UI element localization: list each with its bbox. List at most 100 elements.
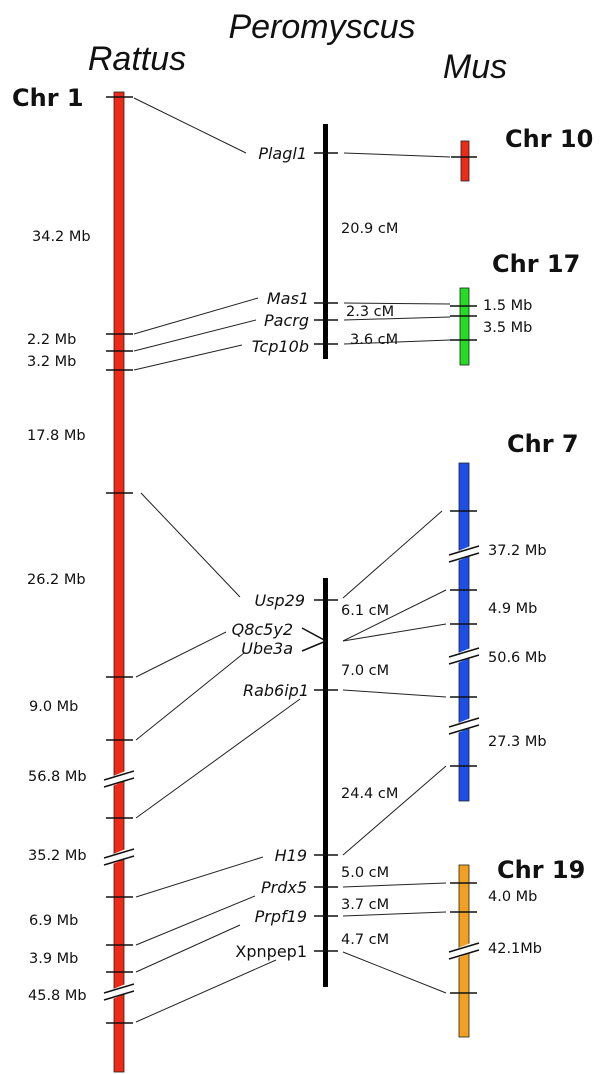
rat-interval: 3.2 Mb xyxy=(27,354,76,370)
mus-interval: 1.5 Mb xyxy=(483,298,532,314)
link-line xyxy=(135,856,264,898)
link-line xyxy=(342,951,447,994)
rat-interval: 56.8 Mb xyxy=(28,769,87,785)
link-line xyxy=(342,623,447,642)
species-mus: Mus xyxy=(443,48,507,86)
chr-label-mus-7: Chr 7 xyxy=(507,430,579,458)
chr-label-rat-1: Chr 1 xyxy=(12,84,84,112)
chr-label-mus-17: Chr 17 xyxy=(492,250,580,278)
rat-break-2 xyxy=(103,848,135,866)
link-line xyxy=(133,344,243,371)
link-line xyxy=(342,882,447,888)
link-line xyxy=(135,959,277,1023)
link-line xyxy=(343,316,451,321)
rat-breaks xyxy=(103,770,135,1001)
mus-chr10-bar xyxy=(460,140,470,182)
gene-ube3a: Ube3a xyxy=(241,639,293,658)
gene-tcp10b: Tcp10b xyxy=(252,337,309,356)
peromyscus-intervals: 20.9 cM 2.3 cM 3.6 cM 6.1 cM 7.0 cM 24.4… xyxy=(341,221,398,948)
species-peromyscus: Peromyscus xyxy=(228,8,415,46)
gene-pacrg: Pacrg xyxy=(264,311,309,330)
gene-q8c5y2: Q8c5y2 xyxy=(232,620,293,639)
cm-interval: 6.1 cM xyxy=(341,603,389,619)
cm-interval: 7.0 cM xyxy=(341,663,389,679)
link-line xyxy=(135,698,301,819)
mus-interval: 3.5 Mb xyxy=(483,320,532,336)
chr-label-mus-19: Chr 19 xyxy=(497,856,585,884)
link-line xyxy=(342,589,447,642)
peromyscus-upper-genes: Plagl1 Mas1 Pacrg Tcp10b xyxy=(252,144,309,356)
rat-interval: 6.9 Mb xyxy=(29,913,78,929)
peromyscus-tick-ube3a xyxy=(301,640,327,652)
mus-interval: 42.1Mb xyxy=(488,941,542,957)
cm-interval: 3.6 cM xyxy=(350,332,398,348)
rat-break-1 xyxy=(103,770,135,788)
mus-breaks xyxy=(448,545,480,960)
link-line xyxy=(135,895,256,946)
gene-rab6ip1: Rab6ip1 xyxy=(243,681,309,700)
rat-interval: 35.2 Mb xyxy=(28,848,87,864)
rat-interval: 3.9 Mb xyxy=(29,951,78,967)
rat-break-3 xyxy=(103,983,135,1001)
gene-prpf19: Prpf19 xyxy=(255,907,307,926)
mus-interval-labels: 1.5 Mb 3.5 Mb 37.2 Mb 4.9 Mb 50.6 Mb 27.… xyxy=(483,298,547,957)
link-line xyxy=(135,924,241,973)
link-line xyxy=(342,510,443,599)
mus-break-4 xyxy=(448,942,480,960)
mus-interval: 50.6 Mb xyxy=(488,650,547,666)
peromyscus-ticks xyxy=(301,152,338,952)
cm-interval: 24.4 cM xyxy=(341,786,398,802)
link-line xyxy=(133,297,259,335)
cm-interval: 3.7 cM xyxy=(341,897,389,913)
peromyscus-tick-q8c5y2 xyxy=(301,627,327,642)
gene-usp29: Usp29 xyxy=(254,591,305,610)
mus-interval: 27.3 Mb xyxy=(488,734,547,750)
mus-ticks xyxy=(450,156,477,994)
peromyscus-mus-links xyxy=(342,152,451,994)
link-line xyxy=(342,911,447,917)
rat-chr1-bar xyxy=(113,91,125,1073)
rat-interval: 2.2 Mb xyxy=(27,332,76,348)
mus-break-1 xyxy=(448,545,480,563)
gene-xpnpep1: Xpnpep1 xyxy=(235,942,307,961)
link-line xyxy=(342,765,447,856)
rat-interval-labels: 34.2 Mb 2.2 Mb 3.2 Mb 17.8 Mb 26.2 Mb 9.… xyxy=(27,229,91,1004)
mus-break-2 xyxy=(448,647,480,665)
rat-interval: 45.8 Mb xyxy=(28,988,87,1004)
mus-break-3 xyxy=(448,717,480,735)
rat-interval: 34.2 Mb xyxy=(32,229,91,245)
link-line xyxy=(343,152,451,158)
gene-mas1: Mas1 xyxy=(267,289,309,308)
link-line xyxy=(133,97,247,154)
rat-interval: 17.8 Mb xyxy=(27,428,86,444)
link-line xyxy=(135,652,245,741)
peromyscus-upper-bar xyxy=(323,124,328,359)
mus-interval: 4.9 Mb xyxy=(488,601,537,617)
cm-interval: 5.0 cM xyxy=(341,865,389,881)
cm-interval: 2.3 cM xyxy=(346,304,394,320)
chr-label-mus-10: Chr 10 xyxy=(505,125,593,153)
peromyscus-lower-genes: Usp29 Q8c5y2 Ube3a Rab6ip1 H19 Prdx5 Prp… xyxy=(232,591,309,961)
link-line xyxy=(135,631,227,678)
mus-chr17-bar xyxy=(459,287,470,366)
gene-prdx5: Prdx5 xyxy=(261,878,307,897)
peromyscus-lower-bar xyxy=(323,578,328,987)
rat-ticks xyxy=(106,96,133,1024)
gene-plagl1: Plagl1 xyxy=(258,144,307,163)
link-line xyxy=(343,339,451,345)
link-line xyxy=(133,319,257,352)
link-line xyxy=(343,302,451,305)
mus-interval: 4.0 Mb xyxy=(488,889,537,905)
gene-h19: H19 xyxy=(275,846,307,865)
mus-interval: 37.2 Mb xyxy=(488,543,547,559)
rat-interval: 26.2 Mb xyxy=(27,572,86,588)
mus-chr7-bar xyxy=(458,462,470,802)
cm-interval: 4.7 cM xyxy=(341,932,389,948)
species-rattus: Rattus xyxy=(88,40,186,78)
rat-peromyscus-links xyxy=(133,97,301,1023)
rat-interval: 9.0 Mb xyxy=(29,699,78,715)
cm-interval: 20.9 cM xyxy=(341,221,398,237)
link-line xyxy=(140,492,241,598)
link-line xyxy=(342,689,447,698)
